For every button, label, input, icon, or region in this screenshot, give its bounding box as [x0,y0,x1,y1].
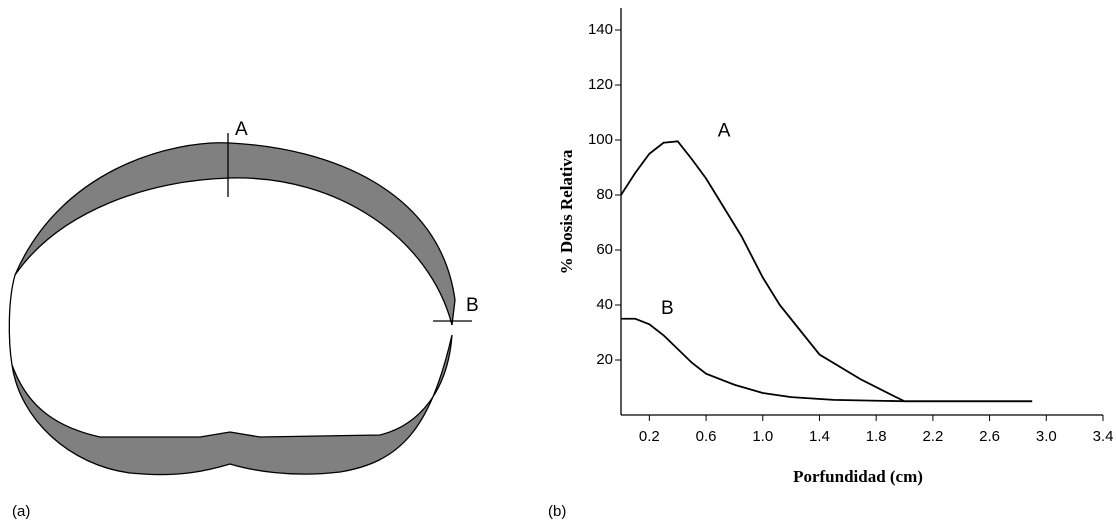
x-tick-label: 0.2 [639,428,660,445]
series-label: A [718,120,731,141]
x-tick-label: 1.0 [752,428,773,445]
x-axis-label: Porfundidad (cm) [793,467,923,486]
cross-section-diagram [8,133,472,476]
x-tick-label: 2.2 [922,428,943,445]
panel-label: (a) [12,503,30,520]
x-tick-label: 1.4 [809,428,830,445]
x-tick-label: 3.4 [1093,428,1114,445]
line [620,140,1033,403]
x-tick-label: 0.6 [696,428,717,445]
panel-label: (b) [548,503,566,520]
y-axis-label: % Dosis Relativa [557,149,576,274]
diagram-label: A [235,119,248,140]
y-tick-label: 80 [596,186,613,203]
y-tick-label: 100 [588,131,613,148]
x-tick-label: 3.0 [1036,428,1057,445]
x-tick-label: 2.6 [979,428,1000,445]
y-tick-label: 20 [596,351,613,368]
diagram-label: B [466,295,479,316]
series-label: B [661,298,674,319]
y-tick-label: 60 [596,241,613,258]
x-tick-label: 1.8 [866,428,887,445]
left-outline [8,274,16,366]
line [621,317,1033,403]
top-band [14,142,456,326]
y-tick-label: 40 [596,296,613,313]
bottom-band [11,334,453,476]
y-tick-label: 120 [588,76,613,93]
y-tick-label: 140 [588,21,613,38]
